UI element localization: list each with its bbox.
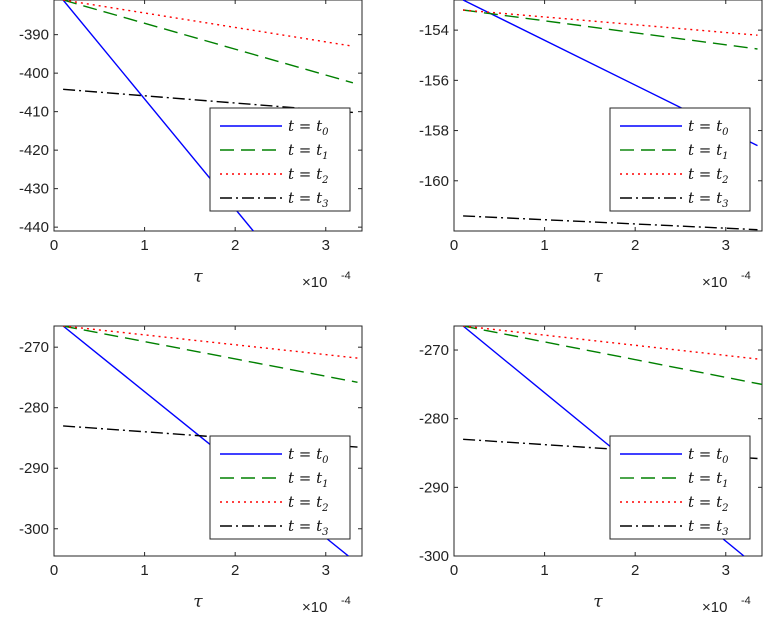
y-tick-label: -440 (19, 219, 49, 236)
x-tick-label: 2 (231, 237, 239, 254)
x-axis-label: τ (593, 592, 603, 612)
y-tick-label: -156 (419, 72, 449, 89)
legend: t = t0 t = t1 t = t2 t = t3 (609, 435, 751, 540)
legend-label-t1: t = t1 (288, 469, 329, 490)
y-tick-label: -280 (419, 411, 449, 428)
y-tick-label: -158 (419, 123, 449, 140)
y-tick-label: -270 (419, 342, 449, 359)
x-tick-label: 0 (450, 562, 458, 579)
legend-box (609, 107, 751, 212)
y-tick-label: -280 (19, 400, 49, 417)
y-tick-label: -300 (419, 548, 449, 565)
legend-label-t2: t = t2 (288, 165, 329, 186)
series-line-t2 (62, 0, 354, 47)
legend-box (209, 435, 351, 540)
y-tick-label: -154 (419, 22, 449, 39)
y-tick-label: -400 (19, 65, 49, 82)
x-tick-label: 1 (540, 562, 548, 579)
y-tick-label: -410 (19, 104, 49, 121)
legend: t = t0 t = t1 t = t2 t = t3 (209, 107, 351, 212)
x-tick-label: 3 (322, 562, 330, 579)
y-tick-label: -270 (19, 339, 49, 356)
legend-label-t2: t = t2 (288, 493, 329, 514)
x-tick-label: 2 (631, 562, 639, 579)
legend: t = t0 t = t1 t = t2 t = t3 (209, 435, 351, 540)
x-tick-label: 1 (140, 562, 148, 579)
x-axis-multiplier-exponent: -4 (741, 270, 751, 282)
x-tick-label: 1 (540, 237, 548, 254)
legend-box (209, 107, 351, 212)
legend-label-t0: t = t0 (288, 117, 329, 138)
y-tick-label: -420 (19, 142, 49, 159)
x-axis-label: τ (193, 267, 203, 287)
series-line-t3 (463, 215, 758, 231)
legend-label-t0: t = t0 (688, 445, 729, 466)
legend-label-t3: t = t3 (288, 517, 329, 538)
legend-label-t0: t = t0 (288, 445, 329, 466)
x-axis-multiplier-exponent: -4 (341, 270, 351, 282)
x-tick-label: 3 (722, 562, 730, 579)
series-line-t2 (463, 9, 758, 36)
x-axis-multiplier: ×10 (302, 274, 327, 291)
x-tick-label: 2 (631, 237, 639, 254)
x-axis-label: τ (193, 592, 203, 612)
legend-label-t1: t = t1 (288, 141, 329, 162)
y-tick-label: -160 (419, 173, 449, 190)
x-axis-multiplier-exponent: -4 (741, 595, 751, 607)
x-tick-label: 0 (450, 237, 458, 254)
x-axis-multiplier-exponent: -4 (341, 595, 351, 607)
x-tick-label: 2 (231, 562, 239, 579)
legend-label-t3: t = t3 (688, 517, 729, 538)
y-tick-label: -430 (19, 181, 49, 198)
x-tick-label: 1 (140, 237, 148, 254)
legend-label-t1: t = t1 (688, 141, 729, 162)
legend-label-t1: t = t1 (688, 469, 729, 490)
series-line-t1 (62, 0, 354, 84)
series-line-t1 (462, 326, 762, 386)
y-tick-label: -390 (19, 27, 49, 44)
series-line-t1 (62, 326, 358, 383)
legend-label-t3: t = t3 (288, 189, 329, 210)
y-tick-label: -290 (419, 479, 449, 496)
legend: t = t0 t = t1 t = t2 t = t3 (609, 107, 751, 212)
x-tick-label: 3 (722, 237, 730, 254)
subplot-top-left: 0 1 2 3 -390 -400 -410 -420 -430 -440 τ ×10 -4 t = t0… (19, 0, 363, 291)
x-axis-multiplier: ×10 (302, 599, 327, 616)
y-tick-label: -300 (19, 521, 49, 538)
legend-box (609, 435, 751, 540)
x-axis-multiplier: ×10 (702, 274, 727, 291)
legend-label-t0: t = t0 (688, 117, 729, 138)
legend-label-t2: t = t2 (688, 493, 729, 514)
x-axis-multiplier: ×10 (702, 599, 727, 616)
x-tick-label: 0 (50, 562, 58, 579)
x-tick-label: 0 (50, 237, 58, 254)
legend-label-t3: t = t3 (688, 189, 729, 210)
y-tick-label: -290 (19, 460, 49, 477)
series-line-t2 (463, 326, 758, 360)
series-line-t2 (63, 326, 358, 359)
series-line-t1 (463, 9, 758, 50)
x-axis-label: τ (593, 267, 603, 287)
x-tick-label: 3 (322, 237, 330, 254)
legend-label-t2: t = t2 (688, 165, 729, 186)
